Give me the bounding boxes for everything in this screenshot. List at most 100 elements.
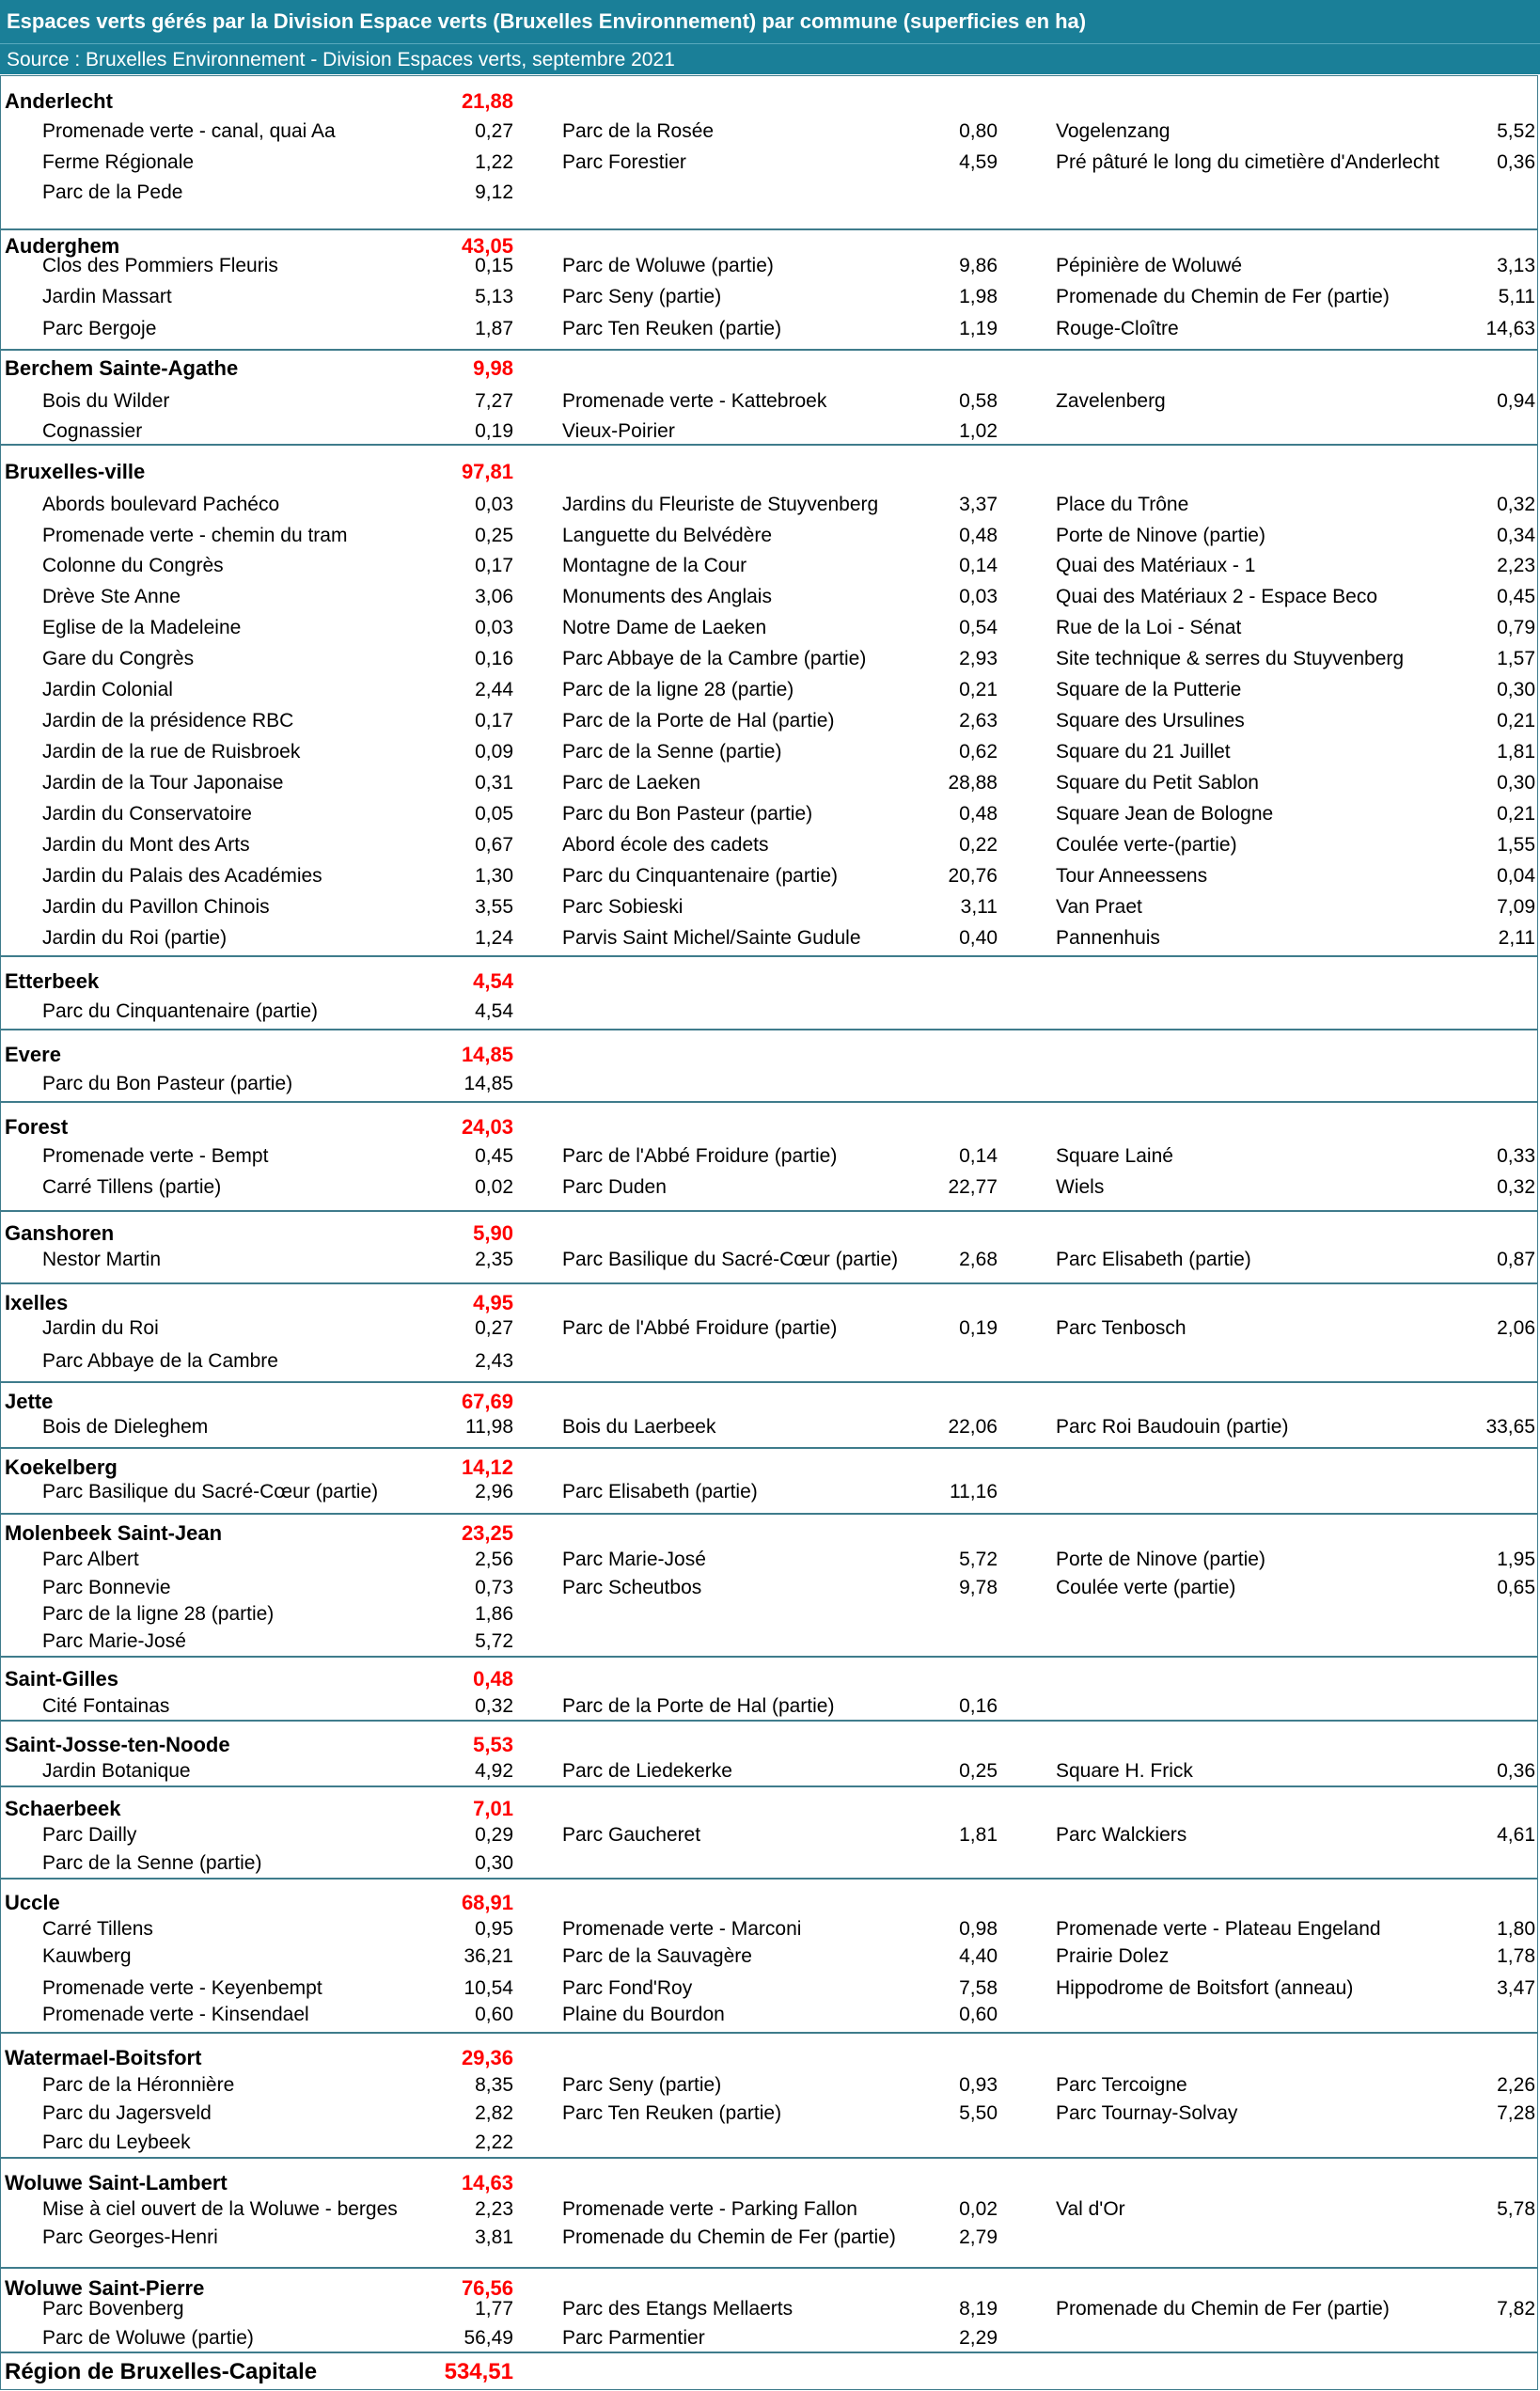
space-name: Jardin Botanique bbox=[42, 1760, 191, 1782]
commune-block: Bruxelles-ville 97,81 Abords boulevard Pac… bbox=[0, 445, 1538, 956]
space-area: 0,48 bbox=[959, 525, 998, 546]
space-name: Parc de la Rosée bbox=[562, 120, 715, 142]
space-area: 7,28 bbox=[1497, 2102, 1535, 2124]
commune-name: Jette bbox=[5, 1390, 54, 1413]
space-area: 1,95 bbox=[1497, 1549, 1535, 1570]
space-name: Parc du Bon Pasteur (partie) bbox=[562, 803, 813, 825]
space-area: 0,03 bbox=[475, 494, 513, 515]
space-area: 1,86 bbox=[475, 1603, 513, 1625]
space-name: Abord école des cadets bbox=[562, 834, 769, 856]
space-name: Parvis Saint Michel/Sainte Gudule bbox=[562, 927, 861, 949]
space-name: Parc de la Porte de Hal (partie) bbox=[562, 710, 835, 731]
commune-block: Watermael-Boitsfort 29,36 Parc de la Héron… bbox=[0, 2033, 1538, 2158]
space-name: Parc de Liedekerke bbox=[562, 1760, 732, 1782]
space-area: 0,94 bbox=[1497, 390, 1535, 412]
space-area: 7,09 bbox=[1497, 896, 1535, 918]
space-name: Abords boulevard Pachéco bbox=[42, 494, 280, 515]
space-name: Parc de Woluwe (partie) bbox=[42, 2327, 254, 2349]
space-name: Parc Bonnevie bbox=[42, 1577, 171, 1598]
space-area: 28,88 bbox=[948, 772, 998, 794]
space-area: 1,19 bbox=[959, 318, 998, 339]
space-name: Jardin de la rue de Ruisbroek bbox=[42, 741, 301, 763]
commune-block: Etterbeek 4,54 Parc du Cinquantenaire (par… bbox=[0, 956, 1538, 1030]
commune-name: Schaerbeek bbox=[5, 1797, 121, 1820]
space-area: 0,32 bbox=[475, 1695, 513, 1717]
space-area: 0,17 bbox=[475, 555, 513, 576]
space-area: 1,02 bbox=[959, 420, 998, 442]
space-name: Cognassier bbox=[42, 420, 143, 442]
space-area: 1,87 bbox=[475, 318, 513, 339]
space-name: Jardin du Pavillon Chinois bbox=[42, 896, 270, 918]
sheet-title: Espaces verts gérés par la Division Espa… bbox=[0, 0, 1540, 43]
space-area: 20,76 bbox=[948, 865, 998, 887]
space-area: 2,82 bbox=[475, 2102, 513, 2124]
space-area: 0,36 bbox=[1497, 151, 1535, 173]
space-name: Parc Tercoigne bbox=[1056, 2074, 1187, 2096]
space-name: Square H. Frick bbox=[1056, 1760, 1193, 1782]
commune-block: Woluwe Saint-Pierre 76,56 Parc Bovenberg 1,… bbox=[0, 2268, 1538, 2352]
space-name: Place du Trône bbox=[1056, 494, 1189, 515]
space-name: Parc de l'Abbé Froidure (partie) bbox=[562, 1145, 838, 1167]
commune-name: Ganshoren bbox=[5, 1221, 115, 1245]
space-area: 3,13 bbox=[1497, 255, 1535, 276]
space-name: Parc Forestier bbox=[562, 151, 686, 173]
space-name: Square du Petit Sablon bbox=[1056, 772, 1259, 794]
space-area: 0,29 bbox=[475, 1824, 513, 1846]
space-area: 1,80 bbox=[1497, 1918, 1535, 1940]
space-name: Bois de Dieleghem bbox=[42, 1416, 209, 1438]
space-name: Kauwberg bbox=[42, 1945, 132, 1967]
space-name: Carré Tillens bbox=[42, 1918, 153, 1940]
space-area: 10,54 bbox=[464, 1977, 513, 1999]
space-name: Vogelenzang bbox=[1056, 120, 1171, 142]
space-name: Parc de la Senne (partie) bbox=[42, 1852, 262, 1874]
space-name: Parc de la ligne 28 (partie) bbox=[562, 679, 794, 700]
space-name: Jardin de la présidence RBC bbox=[42, 710, 294, 731]
space-area: 7,58 bbox=[959, 1977, 998, 1999]
space-name: Quai des Matériaux 2 - Espace Beco bbox=[1056, 586, 1378, 607]
commune-total: 9,98 bbox=[473, 356, 513, 380]
space-area: 4,92 bbox=[475, 1760, 513, 1782]
space-area: 0,58 bbox=[959, 390, 998, 412]
space-area: 0,62 bbox=[959, 741, 998, 763]
space-area: 1,55 bbox=[1497, 834, 1535, 856]
commune-total: 24,03 bbox=[461, 1115, 513, 1139]
space-area: 0,25 bbox=[959, 1760, 998, 1782]
space-name: Square Jean de Bologne bbox=[1056, 803, 1274, 825]
space-name: Notre Dame de Laeken bbox=[562, 617, 767, 638]
space-name: Parc Albert bbox=[42, 1549, 139, 1570]
space-area: 0,32 bbox=[1497, 494, 1535, 515]
space-name: Promenade verte - Marconi bbox=[562, 1918, 802, 1940]
space-name: Val d'Or bbox=[1056, 2198, 1125, 2220]
space-name: Jardin du Palais des Académies bbox=[42, 865, 322, 887]
space-name: Parc de la Héronnière bbox=[42, 2074, 235, 2096]
space-name: Parc de la Senne (partie) bbox=[562, 741, 782, 763]
commune-total: 7,01 bbox=[473, 1797, 513, 1820]
space-area: 0,21 bbox=[1497, 803, 1535, 825]
commune-block: Schaerbeek 7,01 Parc Dailly 0,29 Parc Gauche… bbox=[0, 1786, 1538, 1879]
commune-total: 14,12 bbox=[461, 1455, 513, 1479]
space-name: Parc du Bon Pasteur (partie) bbox=[42, 1073, 293, 1094]
space-name: Promenade verte - Parking Fallon bbox=[562, 2198, 857, 2220]
space-name: Eglise de la Madeleine bbox=[42, 617, 242, 638]
space-name: Jardin du Roi (partie) bbox=[42, 927, 228, 949]
space-name: Promenade du Chemin de Fer (partie) bbox=[1056, 286, 1390, 307]
space-name: Plaine du Bourdon bbox=[562, 2004, 725, 2025]
space-area: 9,78 bbox=[959, 1577, 998, 1598]
space-area: 0,79 bbox=[1497, 617, 1535, 638]
space-name: Parc Parmentier bbox=[562, 2327, 705, 2349]
space-area: 9,86 bbox=[959, 255, 998, 276]
space-area: 0,95 bbox=[475, 1918, 513, 1940]
space-name: Square du 21 Juillet bbox=[1056, 741, 1231, 763]
space-name: Drève Ste Anne bbox=[42, 586, 181, 607]
commune-name: Auderghem bbox=[5, 234, 120, 258]
commune-block: Berchem Sainte-Agathe 9,98 Bois du Wilder 7… bbox=[0, 350, 1538, 445]
space-area: 0,03 bbox=[475, 617, 513, 638]
commune-name: Bruxelles-ville bbox=[5, 460, 146, 483]
commune-total: 97,81 bbox=[461, 460, 513, 483]
space-area: 0,45 bbox=[475, 1145, 513, 1167]
space-name: Mise à ciel ouvert de la Woluwe - berges bbox=[42, 2198, 398, 2220]
space-area: 22,77 bbox=[948, 1176, 998, 1198]
space-area: 22,06 bbox=[948, 1416, 998, 1438]
space-name: Bois du Laerbeek bbox=[562, 1416, 716, 1438]
commune-block: Evere 14,85 Parc du Bon Pasteur (partie) 14… bbox=[0, 1030, 1538, 1102]
